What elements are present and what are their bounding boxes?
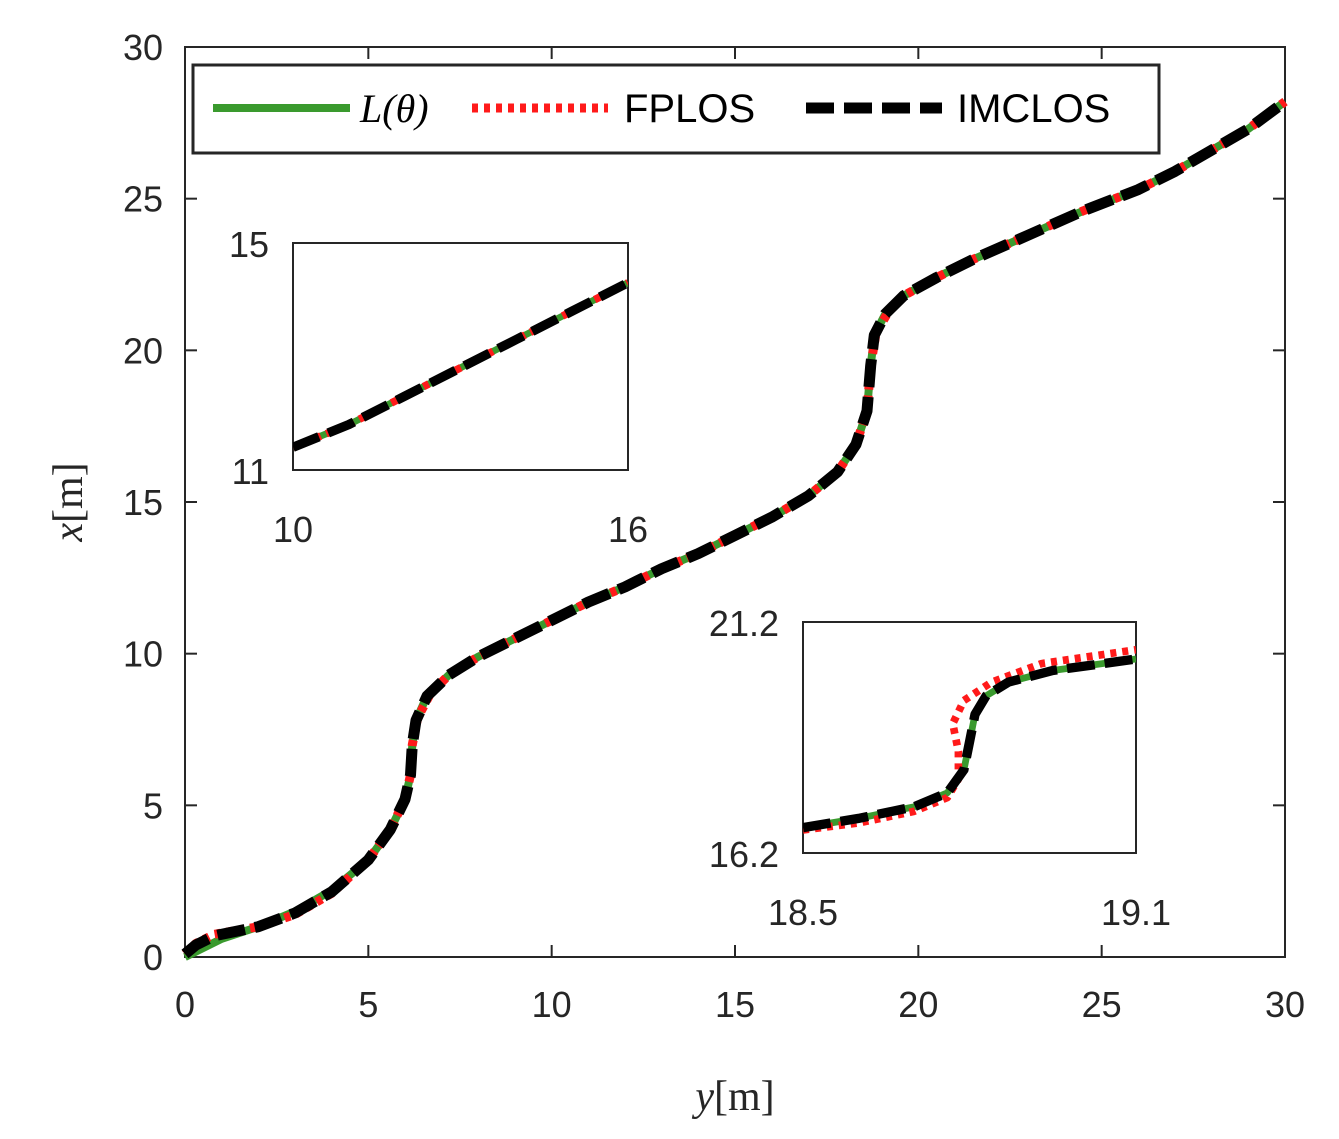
main-series-imclos	[181, 97, 1289, 959]
y-axis-label-var: x	[46, 523, 92, 543]
x-axis-label-unit: [m]	[714, 1074, 775, 1120]
x-tick-label: 5	[358, 984, 378, 1025]
inset-lower-right: 18.5 19.1 16.2 21.2	[709, 603, 1171, 933]
y-tick-label: 25	[123, 179, 163, 220]
inset-upper-left-frame	[292, 242, 629, 471]
inset-lower-right-y-tick-label: 21.2	[709, 603, 779, 644]
y-axis-label: x[m]	[46, 462, 92, 542]
inset-upper-left-x-tick-label: 16	[608, 509, 648, 550]
legend-label-l-theta: L(θ)	[359, 86, 429, 131]
inset-lower-right-y-tick-label: 16.2	[709, 834, 779, 875]
legend-label-fplos: FPLOS	[624, 87, 755, 131]
y-tick-label: 20	[123, 330, 163, 371]
inset-lower-right-x-tick-label: 18.5	[768, 892, 838, 933]
main-plot: 0 5 10 15 20 25 30 0 5 10 15 20 25 30	[123, 27, 1305, 1025]
inset-upper-left-y-tick-label: 15	[229, 224, 269, 265]
inset-lower-right-x-tick-label: 19.1	[1101, 892, 1171, 933]
main-series-lines	[181, 97, 1289, 961]
y-axis-label-unit: [m]	[46, 462, 92, 523]
inset-lower-right-series-imclos	[803, 654, 1136, 833]
y-tick-label: 0	[143, 937, 163, 978]
insets: 10 16 11 15 18.5 19.1 16.2 21.2	[229, 224, 1171, 933]
inset-upper-left-lines	[293, 278, 628, 452]
x-axis-label: y[m]	[691, 1074, 774, 1120]
legend-label-imclos: IMCLOS	[957, 87, 1110, 131]
x-tick-label: 0	[175, 984, 195, 1025]
y-tick-label: 15	[123, 482, 163, 523]
inset-lower-right-series-fplos	[803, 645, 1136, 834]
y-axis-ticks: 0 5 10 15 20 25 30	[123, 27, 1285, 978]
x-axis-label-var: y	[691, 1074, 714, 1120]
inset-upper-left: 10 16 11 15	[229, 224, 648, 550]
inset-upper-left-series-imclos	[293, 278, 628, 452]
x-tick-label: 25	[1082, 984, 1122, 1025]
inset-upper-left-y-tick-label: 11	[232, 451, 269, 492]
legend-box	[191, 63, 1161, 155]
inset-upper-left-x-tick-label: 10	[273, 509, 313, 550]
inset-lower-right-lines	[803, 645, 1136, 834]
y-tick-label: 5	[143, 785, 163, 826]
x-tick-label: 10	[532, 984, 572, 1025]
x-axis-ticks: 0 5 10 15 20 25 30	[175, 47, 1305, 1025]
y-tick-label: 30	[123, 27, 163, 68]
x-tick-label: 20	[898, 984, 938, 1025]
x-tick-label: 15	[715, 984, 755, 1025]
y-tick-label: 10	[123, 634, 163, 675]
x-tick-label: 30	[1265, 984, 1305, 1025]
legend: L(θ) FPLOS IMCLOS	[191, 63, 1161, 155]
